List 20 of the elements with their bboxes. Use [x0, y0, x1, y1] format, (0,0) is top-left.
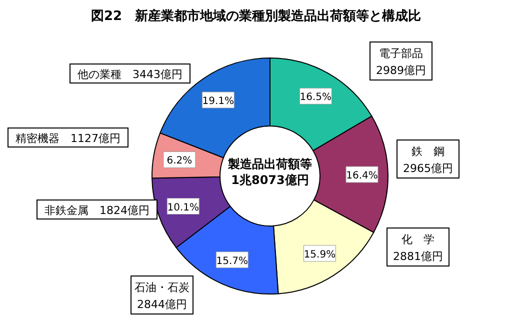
text: 16.5%: [300, 92, 332, 104]
data-label: 2989億円: [376, 64, 426, 77]
slice-label: 非鉄金属 1824億円: [44, 204, 150, 217]
text: 製造品出荷額等 1兆8073億円: [227, 157, 312, 187]
chart-title: 図22 新産業都市地域の業種別製造品出荷額等と構成比: [90, 8, 422, 24]
text: 16.4%: [346, 170, 378, 182]
text: 15.9%: [304, 249, 336, 260]
slice-label: 他の業種 3443億円: [78, 68, 182, 81]
slice-label: 化 学: [402, 233, 434, 246]
text: 6.2%: [166, 156, 192, 167]
slice-label: 鉄 鋼: [412, 145, 444, 158]
slice-label: 石油・石炭: [134, 281, 190, 294]
slice-label: 精密機器 1127億円: [16, 132, 120, 145]
text: 15.7%: [216, 256, 248, 267]
data-label: 2881億円: [393, 250, 443, 263]
slice-label: 電子部品: [379, 47, 423, 60]
data-label: 2965億円: [403, 162, 453, 175]
text: 19.1%: [202, 96, 234, 107]
data-label: 2844億円: [137, 298, 187, 311]
text: 10.1%: [167, 202, 200, 214]
